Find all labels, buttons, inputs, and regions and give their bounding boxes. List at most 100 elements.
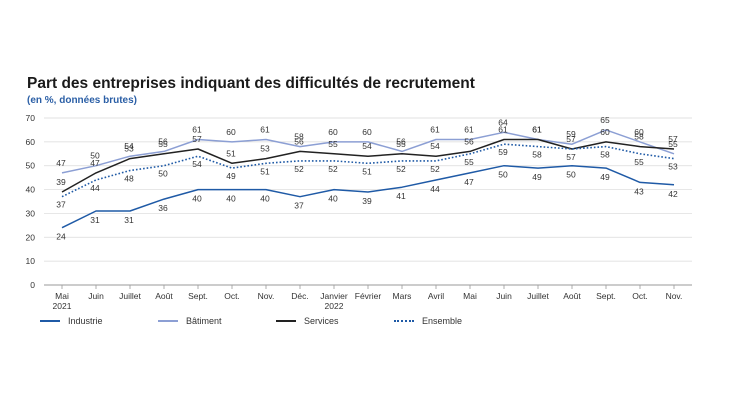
data-label-batiment: 60 <box>634 127 644 137</box>
data-label-industrie: 31 <box>124 215 134 225</box>
x-tick-label: Mai <box>463 291 477 301</box>
x-tick-label: Mai 2021 <box>53 291 72 311</box>
x-tick-label: Déc. <box>291 291 308 301</box>
data-label-ensemble: 59 <box>498 147 508 157</box>
data-label-services: 61 <box>498 124 508 134</box>
data-label-batiment: 64 <box>498 117 508 127</box>
data-label-industrie: 31 <box>90 215 100 225</box>
data-label-services: 57 <box>566 134 576 144</box>
chart-legend: Industrie Bâtiment Services Ensemble <box>40 316 512 326</box>
data-label-industrie: 50 <box>566 170 576 180</box>
series-line-batiment <box>61 129 675 174</box>
y-tick-label: 30 <box>26 208 36 218</box>
data-label-services: 57 <box>192 134 202 144</box>
data-label-batiment: 61 <box>532 124 542 134</box>
data-label-batiment: 61 <box>464 124 474 134</box>
y-tick-label: 20 <box>26 232 36 242</box>
data-label-services: 55 <box>396 139 406 149</box>
x-tick-label: Août <box>155 291 173 301</box>
data-label-batiment: 61 <box>260 124 270 134</box>
data-label-ensemble: 37 <box>56 200 66 210</box>
x-tick-label: Oct. <box>632 291 648 301</box>
x-tick-label: Juillet <box>119 291 141 301</box>
data-label-industrie: 43 <box>634 186 644 196</box>
data-label-services: 47 <box>90 158 100 168</box>
data-label-industrie: 39 <box>362 196 372 206</box>
data-label-services: 54 <box>430 141 440 151</box>
data-label-ensemble: 50 <box>158 169 168 179</box>
data-label-ensemble: 58 <box>532 150 542 160</box>
data-label-industrie: 44 <box>430 184 440 194</box>
legend-swatch <box>276 320 296 322</box>
y-tick-label: 40 <box>26 185 36 195</box>
data-label-ensemble: 52 <box>396 164 406 174</box>
data-label-services: 58 <box>634 132 644 142</box>
x-tick-label: Sept. <box>596 291 616 301</box>
data-label-ensemble: 51 <box>260 166 270 176</box>
x-tick-label: Oct. <box>224 291 240 301</box>
legend-item-ensemble: Ensemble <box>394 316 512 326</box>
data-label-services: 55 <box>328 139 338 149</box>
data-label-ensemble: 51 <box>362 166 372 176</box>
legend-label: Ensemble <box>422 316 463 326</box>
data-label-ensemble: 53 <box>668 162 678 172</box>
data-label-ensemble: 52 <box>430 164 440 174</box>
data-label-batiment: 54 <box>124 141 134 151</box>
data-label-batiment: 60 <box>328 127 338 137</box>
data-label-batiment: 60 <box>362 127 372 137</box>
data-label-services: 51 <box>226 148 236 158</box>
y-tick-label: 70 <box>26 113 36 123</box>
data-label-industrie: 49 <box>532 172 542 182</box>
legend-item-batiment: Bâtiment <box>158 316 276 326</box>
data-label-ensemble: 48 <box>124 173 134 183</box>
legend-item-services: Services <box>276 316 394 326</box>
chart-title: Part des entreprises indiquant des diffi… <box>27 75 475 92</box>
legend-swatch <box>394 320 414 322</box>
y-tick-label: 0 <box>30 280 35 290</box>
y-tick-label: 50 <box>26 161 36 171</box>
data-label-services: 53 <box>260 144 270 154</box>
data-label-industrie: 24 <box>56 232 66 242</box>
data-label-industrie: 50 <box>498 170 508 180</box>
data-label-services: 57 <box>668 134 678 144</box>
data-label-batiment: 58 <box>294 132 304 142</box>
x-tick-label: Février <box>355 291 382 301</box>
data-label-industrie: 40 <box>226 194 236 204</box>
data-label-ensemble: 58 <box>600 150 610 160</box>
chart-subtitle: (en %, données brutes) <box>27 95 138 106</box>
data-label-services: 61 <box>532 124 542 134</box>
data-label-batiment: 61 <box>192 124 202 134</box>
data-label-industrie: 40 <box>260 194 270 204</box>
x-tick-label: Juin <box>88 291 104 301</box>
data-label-industrie: 36 <box>158 203 168 213</box>
data-label-services: 56 <box>294 136 304 146</box>
x-tick-label: Mars <box>393 291 412 301</box>
data-label-ensemble: 55 <box>634 157 644 167</box>
data-label-batiment: 55 <box>668 139 678 149</box>
x-tick-label: Juin <box>496 291 512 301</box>
data-label-ensemble: 54 <box>192 159 202 169</box>
data-label-ensemble: 44 <box>90 183 100 193</box>
legend-label: Industrie <box>68 316 103 326</box>
data-label-industrie: 40 <box>192 194 202 204</box>
data-label-industrie: 42 <box>668 189 678 199</box>
y-tick-label: 10 <box>26 256 36 266</box>
y-tick-label: 60 <box>26 137 36 147</box>
data-label-industrie: 37 <box>294 201 304 211</box>
data-label-ensemble: 52 <box>294 164 304 174</box>
data-label-batiment: 50 <box>90 151 100 161</box>
data-label-ensemble: 49 <box>226 171 236 181</box>
data-label-services: 56 <box>464 136 474 146</box>
data-label-services: 55 <box>158 139 168 149</box>
data-label-batiment: 61 <box>430 124 440 134</box>
data-label-batiment: 47 <box>56 158 66 168</box>
data-label-industrie: 47 <box>464 177 474 187</box>
data-label-industrie: 40 <box>328 194 338 204</box>
data-label-batiment: 56 <box>158 136 168 146</box>
data-label-batiment: 59 <box>566 129 576 139</box>
x-tick-label: Août <box>563 291 581 301</box>
data-label-industrie: 41 <box>396 191 406 201</box>
x-tick-label: Sept. <box>188 291 208 301</box>
data-label-ensemble: 52 <box>328 164 338 174</box>
x-tick-label: Juillet <box>527 291 549 301</box>
